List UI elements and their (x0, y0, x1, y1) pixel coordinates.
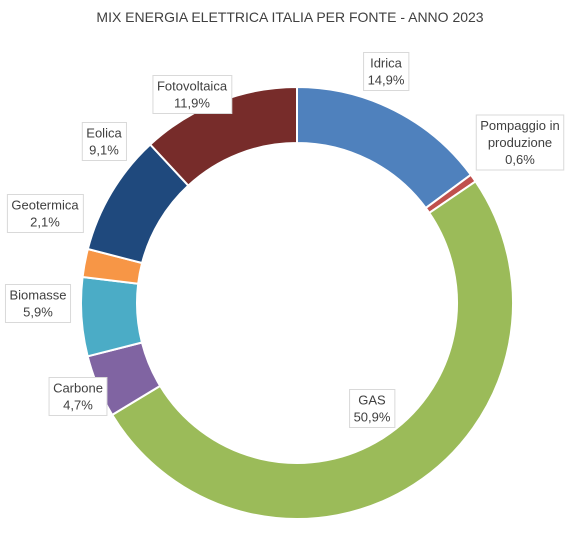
slice-category-label: Fotovoltaica (157, 79, 228, 94)
slice-category-label: Eolica (86, 126, 122, 141)
slice-labels: Idrica 14,9% Pompaggio in produzione 0,6% GAS… (4, 52, 565, 428)
slice-value-label: 50,9% (354, 410, 391, 425)
slice-label-idrica: Idrica 14,9% (363, 52, 410, 91)
slice-category-label: produzione (488, 135, 552, 150)
slice-label-geotermica: Geotermica 2,1% (6, 194, 84, 233)
label-box (152, 75, 233, 114)
chart-title: MIX ENERGIA ELETTRICA ITALIA PER FONTE -… (96, 9, 483, 25)
slice-category-label: Idrica (370, 56, 403, 71)
label-box (81, 122, 127, 161)
slice-category-label: Pompaggio in (480, 118, 560, 133)
slice-value-label: 11,9% (174, 96, 210, 111)
slice-label-biomasse: Biomasse 5,9% (4, 284, 72, 323)
slice-label-pompaggio-in-produzione: Pompaggio in produzione 0,6% (475, 114, 565, 171)
slice-label-fotovoltaica: Fotovoltaica 11,9% (152, 75, 233, 114)
slice-idrica (296, 85, 473, 210)
slice-value-label: 4,7% (63, 398, 93, 413)
slice-biomasse (80, 275, 144, 358)
label-box (363, 52, 410, 91)
slice-category-label: Biomasse (9, 288, 66, 303)
slice-label-gas: GAS 50,9% (349, 389, 396, 428)
donut-slices (80, 85, 514, 520)
slice-gas (110, 180, 514, 520)
slice-label-eolica: Eolica 9,1% (81, 122, 127, 161)
label-box (4, 284, 72, 323)
slice-category-label: Geotermica (11, 198, 79, 213)
label-box (349, 389, 396, 428)
slice-value-label: 2,1% (30, 215, 60, 230)
slice-value-label: 9,1% (89, 143, 119, 158)
slice-category-label: GAS (358, 393, 386, 408)
label-box (6, 194, 84, 233)
slice-value-label: 14,9% (368, 73, 405, 88)
slice-value-label: 0,6% (505, 152, 535, 167)
label-box (475, 114, 565, 171)
slice-fotovoltaica (148, 85, 298, 188)
slice-label-carbone: Carbone 4,7% (48, 377, 108, 416)
label-box (48, 377, 108, 416)
slice-category-label: Carbone (53, 381, 103, 396)
slice-value-label: 5,9% (23, 305, 53, 320)
